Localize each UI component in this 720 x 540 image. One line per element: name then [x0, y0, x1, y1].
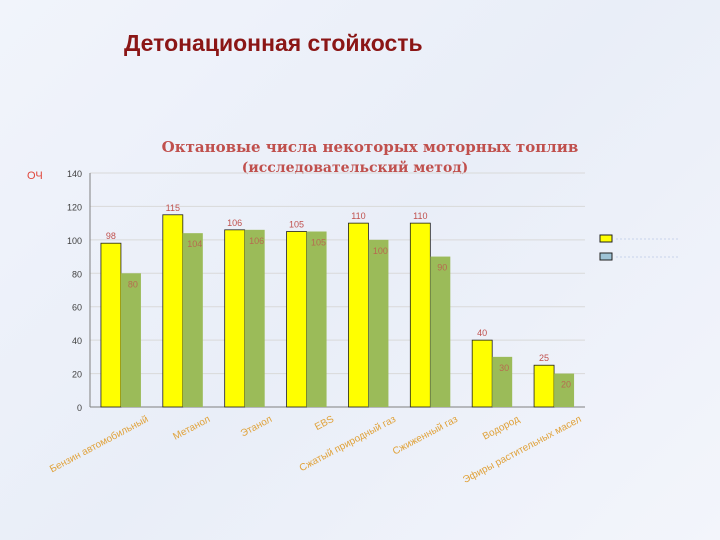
bar-series2-4 [368, 239, 389, 407]
bar-series2-0 [120, 273, 141, 407]
bar-series1-7 [533, 364, 555, 408]
data-label: 98 [106, 231, 116, 241]
data-label: 25 [539, 353, 549, 363]
slide-title: Детонационная стойкость [124, 30, 423, 56]
bar-series1-6 [471, 339, 493, 408]
data-label: 110 [413, 211, 427, 221]
x-tick-label: Метанол [171, 414, 212, 443]
bar-series1-2 [224, 229, 246, 408]
bar-series1-1 [162, 214, 184, 408]
data-label: 100 [373, 246, 388, 256]
data-label: 115 [166, 203, 180, 213]
y-tick-label: 60 [72, 303, 82, 313]
data-label: 110 [351, 211, 365, 221]
data-label: 40 [477, 328, 487, 338]
chart-subtitle: (исследовательский метод) [242, 159, 469, 176]
y-tick-label: 40 [72, 336, 82, 346]
octane-axis-label: ОЧ [27, 170, 43, 182]
y-tick-label: 100 [67, 236, 82, 246]
data-label: 106 [249, 236, 264, 246]
data-label: 20 [561, 380, 571, 390]
bar-series2-6 [492, 356, 513, 407]
x-tick-label: Этанол [239, 414, 274, 440]
data-label: 104 [187, 239, 202, 249]
chart-title: Октановые числа некоторых моторных топли… [162, 138, 579, 156]
x-tick-label: Сжиженный газ [391, 414, 460, 458]
bar-series2-3 [306, 231, 327, 407]
y-tick-label: 140 [67, 169, 82, 179]
data-label: 106 [227, 218, 242, 228]
x-tick-label: Эфиры растительных масел [461, 413, 584, 486]
legend-key-series2 [599, 252, 613, 261]
y-tick-label: 120 [67, 202, 82, 212]
bar-series1-5 [409, 222, 431, 408]
bar-series2-5 [430, 256, 451, 407]
legend-key-series1 [599, 234, 613, 243]
bar-series1-0 [100, 242, 122, 408]
data-label: 105 [311, 238, 326, 248]
data-label: 90 [437, 263, 447, 273]
y-tick-label: 0 [77, 403, 82, 413]
x-tick-label: ЕВS [313, 414, 336, 433]
bar-series1-4 [348, 222, 369, 408]
bar-series2-1 [182, 233, 203, 407]
bar-series2-2 [244, 229, 265, 407]
bar-series2-7 [554, 373, 575, 407]
bar-series1-3 [286, 231, 307, 408]
data-label: 30 [499, 363, 509, 373]
data-label: 105 [289, 220, 304, 230]
y-tick-label: 20 [72, 370, 82, 380]
x-tick-label: Бензин автомобильный [48, 413, 151, 475]
x-tick-label: Водород [481, 414, 522, 443]
y-tick-label: 80 [72, 269, 82, 279]
data-label: 80 [128, 279, 138, 289]
